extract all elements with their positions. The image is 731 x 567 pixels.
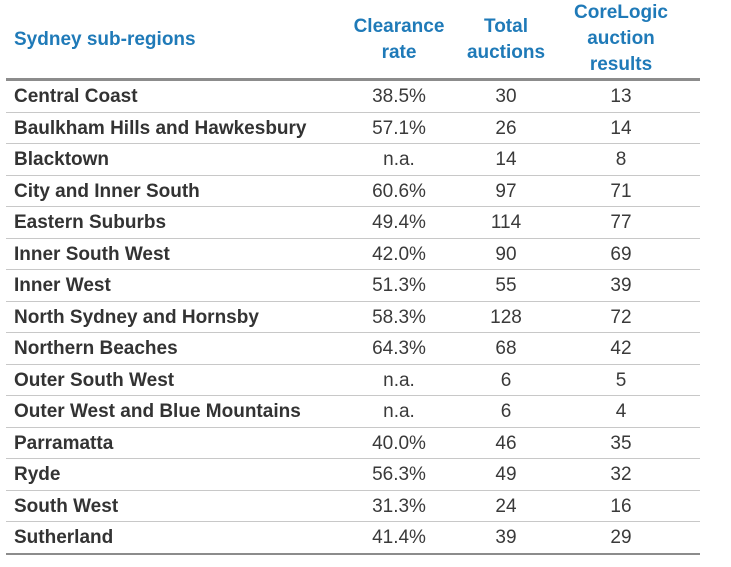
cell-region: Outer West and Blue Mountains	[14, 401, 301, 422]
cell-clearance-rate: 40.0%	[372, 432, 426, 454]
header-corelogic-results: CoreLogic auction results	[562, 0, 680, 78]
table-row: Central Coast 38.5% 30 13	[6, 81, 700, 113]
header-clearance-line: rate	[381, 42, 417, 63]
cell-corelogic-results: 4	[615, 401, 627, 422]
header-total-line: auctions	[466, 42, 546, 63]
auction-results-table: Sydney sub-regions Clearance rate Total …	[6, 0, 700, 555]
cell-clearance-rate: 41.4%	[372, 527, 426, 548]
table-row: City and Inner South 60.6% 97 71	[6, 176, 700, 207]
cell-corelogic-results: 32	[610, 464, 632, 485]
header-clearance-rate: Clearance rate	[344, 14, 454, 66]
cell-corelogic-results: 69	[610, 243, 632, 265]
cell-total-auctions: 49	[495, 464, 517, 485]
cell-clearance-rate: 57.1%	[372, 117, 426, 139]
cell-total-auctions: 97	[495, 180, 517, 202]
cell-region: Northern Beaches	[14, 338, 178, 359]
cell-total-auctions: 55	[495, 275, 517, 296]
cell-corelogic-results: 39	[610, 275, 632, 296]
cell-clearance-rate: 56.3%	[372, 464, 426, 485]
cell-region: Blacktown	[14, 149, 110, 170]
table-row: Sutherland 41.4% 39 29	[6, 522, 700, 555]
cell-corelogic-results: 8	[615, 149, 627, 170]
table-row: Blacktown n.a. 14 8	[6, 144, 700, 176]
table-row: Ryde 56.3% 49 32	[6, 459, 700, 491]
cell-corelogic-results: 13	[610, 86, 632, 107]
cell-clearance-rate: 42.0%	[372, 243, 426, 265]
cell-total-auctions: 90	[495, 243, 517, 265]
table-header: Sydney sub-regions Clearance rate Total …	[6, 0, 700, 81]
cell-clearance-rate: 51.3%	[372, 275, 426, 296]
table-row: Inner South West 42.0% 90 69	[6, 239, 700, 270]
cell-clearance-rate: 60.6%	[372, 180, 426, 202]
cell-total-auctions: 14	[495, 149, 517, 170]
cell-clearance-rate: n.a.	[383, 149, 415, 170]
cell-region: Eastern Suburbs	[14, 212, 167, 233]
table-body: Central Coast 38.5% 30 13 Baulkham Hills and…	[6, 81, 700, 555]
table-row: Baulkham Hills and Hawkesbury 57.1% 26 14	[6, 113, 700, 144]
cell-region: Inner West	[14, 275, 111, 296]
table-row: Eastern Suburbs 49.4% 114 77	[6, 207, 700, 239]
cell-corelogic-results: 5	[615, 369, 627, 391]
table-row: North Sydney and Hornsby 58.3% 128 72	[6, 302, 700, 333]
cell-clearance-rate: 58.3%	[372, 306, 426, 328]
cell-corelogic-results: 42	[610, 338, 632, 359]
cell-region: Central Coast	[14, 86, 138, 107]
cell-clearance-rate: 49.4%	[372, 212, 426, 233]
cell-total-auctions: 6	[500, 369, 512, 391]
cell-region: North Sydney and Hornsby	[14, 306, 259, 328]
cell-total-auctions: 46	[495, 432, 517, 454]
cell-region: Sutherland	[14, 527, 114, 548]
cell-region: Ryde	[14, 464, 61, 485]
cell-region: South West	[14, 495, 119, 517]
cell-clearance-rate: n.a.	[383, 369, 415, 391]
header-total-auctions: Total auctions	[458, 14, 554, 66]
table-row: South West 31.3% 24 16	[6, 491, 700, 522]
cell-clearance-rate: n.a.	[383, 401, 415, 422]
cell-region: Parramatta	[14, 432, 114, 454]
cell-region: Outer South West	[14, 369, 175, 391]
cell-corelogic-results: 77	[610, 212, 632, 233]
header-region: Sydney sub-regions	[14, 29, 196, 50]
cell-total-auctions: 30	[495, 86, 517, 107]
table-row: Parramatta 40.0% 46 35	[6, 428, 700, 459]
cell-total-auctions: 114	[490, 212, 522, 233]
cell-corelogic-results: 72	[610, 306, 632, 328]
cell-region: Inner South West	[14, 243, 170, 265]
table-row: Outer South West n.a. 6 5	[6, 365, 700, 396]
header-corelogic-line: CoreLogic	[574, 2, 668, 23]
cell-total-auctions: 39	[495, 527, 517, 548]
cell-region: Baulkham Hills and Hawkesbury	[14, 117, 307, 139]
table-row: Inner West 51.3% 55 39	[6, 270, 700, 302]
header-corelogic-line: auction	[587, 28, 655, 49]
cell-clearance-rate: 31.3%	[372, 495, 426, 517]
header-total-line: Total	[484, 16, 528, 37]
table-row: Northern Beaches 64.3% 68 42	[6, 333, 700, 365]
header-clearance-line: Clearance	[353, 16, 445, 37]
table-row: Outer West and Blue Mountains n.a. 6 4	[6, 396, 700, 428]
cell-total-auctions: 6	[500, 401, 512, 422]
cell-corelogic-results: 14	[610, 117, 632, 139]
cell-clearance-rate: 38.5%	[372, 86, 426, 107]
cell-region: City and Inner South	[14, 180, 200, 202]
cell-corelogic-results: 29	[610, 527, 632, 548]
cell-corelogic-results: 71	[610, 180, 632, 202]
cell-total-auctions: 26	[495, 117, 517, 139]
cell-total-auctions: 24	[495, 495, 517, 517]
cell-corelogic-results: 16	[610, 495, 632, 517]
cell-total-auctions: 68	[495, 338, 517, 359]
cell-total-auctions: 128	[490, 306, 522, 328]
header-corelogic-line: results	[589, 54, 653, 75]
cell-clearance-rate: 64.3%	[372, 338, 426, 359]
cell-corelogic-results: 35	[610, 432, 632, 454]
